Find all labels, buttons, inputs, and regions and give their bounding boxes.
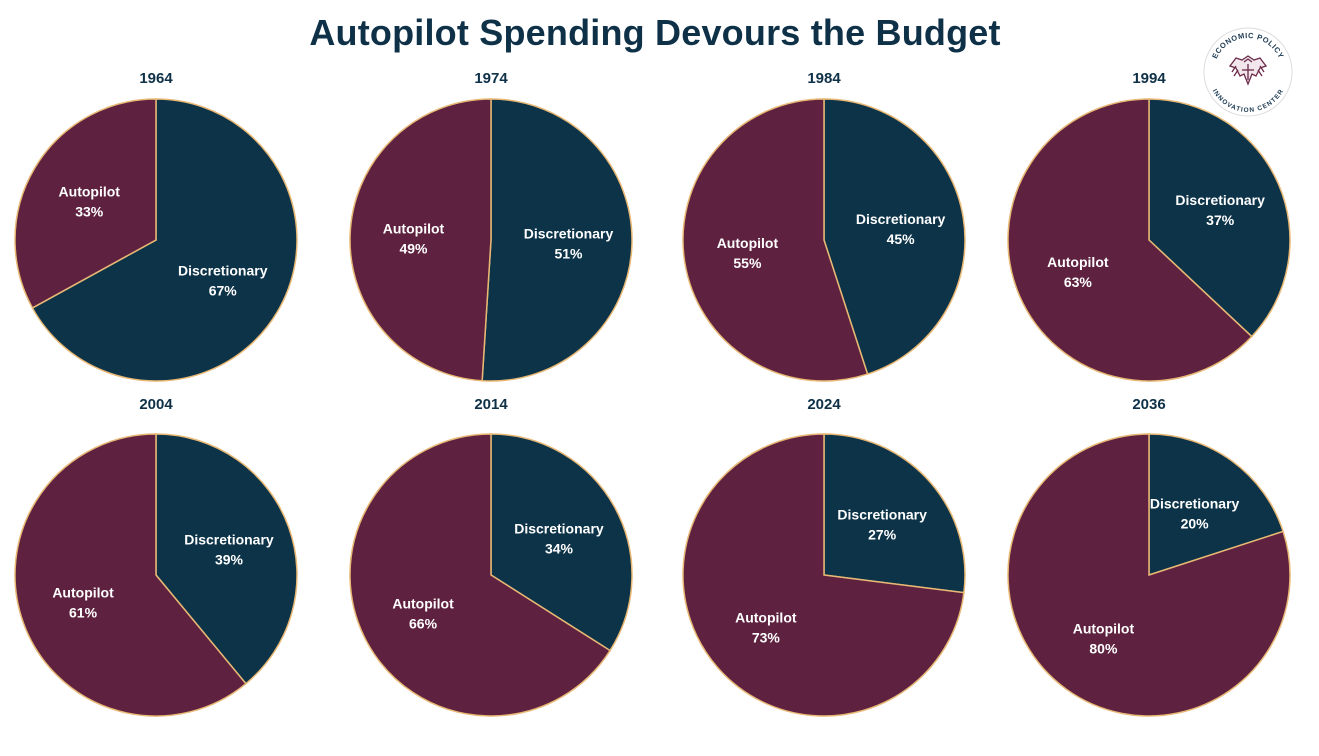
pie-slice-label: Discretionary [1150, 495, 1240, 511]
pie-chart-1994: 1994 Discretionary 37% Autopilot 63% [1007, 70, 1291, 382]
pie-slice-label: Discretionary [837, 507, 927, 523]
pie-slice-autopilot [349, 98, 492, 382]
pie-slice-autopilot [14, 98, 157, 309]
pie-slice-label: Autopilot [735, 609, 797, 625]
pie-slice-autopilot [1007, 433, 1291, 717]
pie-slice-label: Discretionary [178, 262, 268, 278]
pie-slice-value: 49% [399, 241, 428, 257]
pie-slice-value: 55% [733, 255, 762, 271]
pie-year-label: 2004 [139, 396, 173, 413]
pie-slice-autopilot [1007, 98, 1253, 382]
pie-slice-label: Discretionary [856, 211, 946, 227]
pie-slice-label: Autopilot [383, 221, 445, 237]
pie-slice-value: 27% [868, 527, 897, 543]
pie-chart-2024: 2024 Discretionary 27% Autopilot 73% [682, 396, 966, 717]
pie-year-label: 2024 [807, 396, 841, 413]
pie-slice-discretionary [490, 433, 633, 652]
pie-year-label: 1984 [807, 70, 841, 87]
pie-chart-1984: 1984 Discretionary 45% Autopilot 55% [682, 70, 966, 382]
pie-slice-label: Autopilot [1073, 621, 1135, 637]
pie-slice-discretionary [31, 98, 298, 382]
pie-slice-value: 66% [409, 615, 438, 631]
pie-slice-value: 67% [209, 282, 238, 298]
pie-slice-value: 61% [69, 604, 98, 620]
pie-slice-label: Autopilot [59, 184, 121, 200]
pie-slice-value: 39% [215, 552, 244, 568]
pie-year-label: 1964 [139, 70, 173, 87]
pie-year-label: 2014 [474, 396, 508, 413]
pie-slice-value: 73% [752, 629, 781, 645]
pie-slice-value: 33% [75, 204, 104, 220]
eagle-icon [1228, 55, 1268, 86]
pie-slice-value: 45% [887, 231, 916, 247]
pie-year-label: 2036 [1132, 396, 1165, 413]
pie-slice-label: Autopilot [392, 595, 454, 611]
pie-slice-autopilot [682, 98, 869, 382]
pie-slice-value: 37% [1206, 212, 1235, 228]
pie-slice-label: Discretionary [524, 225, 614, 241]
pie-slice-discretionary [823, 98, 966, 376]
pie-year-label: 1974 [474, 70, 508, 87]
page-title: Autopilot Spending Devours the Budget [309, 12, 1001, 53]
pie-slice-discretionary [823, 433, 966, 594]
logo: ECONOMIC POLICY INNOVATION CENTER [1203, 27, 1293, 117]
pie-slice-discretionary [155, 433, 298, 685]
pie-slice-value: 63% [1064, 274, 1093, 290]
pie-chart-2014: 2014 Discretionary 34% Autopilot 66% [349, 396, 633, 717]
pie-slice-discretionary [1148, 98, 1291, 338]
pie-slice-value: 80% [1089, 641, 1118, 657]
pie-slice-label: Autopilot [717, 235, 779, 251]
pie-slice-autopilot [682, 433, 965, 717]
pie-slice-autopilot [14, 433, 247, 717]
pie-slice-value: 34% [545, 541, 574, 557]
pie-slice-autopilot [349, 433, 612, 717]
pie-chart-2004: 2004 Discretionary 39% Autopilot 61% [14, 396, 298, 717]
pie-slice-value: 51% [554, 245, 583, 261]
pie-chart-1974: 1974 Discretionary 51% Autopilot 49% [349, 70, 633, 382]
pie-slice-value: 20% [1181, 515, 1210, 531]
pie-slice-label: Discretionary [514, 521, 604, 537]
pie-slice-discretionary [1148, 433, 1285, 577]
pie-slice-label: Discretionary [184, 532, 274, 548]
pie-year-label: 1994 [1132, 70, 1166, 87]
pie-slice-discretionary [481, 98, 633, 382]
pie-slice-label: Discretionary [1175, 192, 1265, 208]
pie-slice-label: Autopilot [1047, 254, 1109, 270]
pie-slice-label: Autopilot [52, 584, 114, 600]
pie-chart-1964: 1964 Discretionary 67% Autopilot 33% [14, 70, 298, 382]
pie-chart-2036: 2036 Discretionary 20% Autopilot 80% [1007, 396, 1291, 717]
